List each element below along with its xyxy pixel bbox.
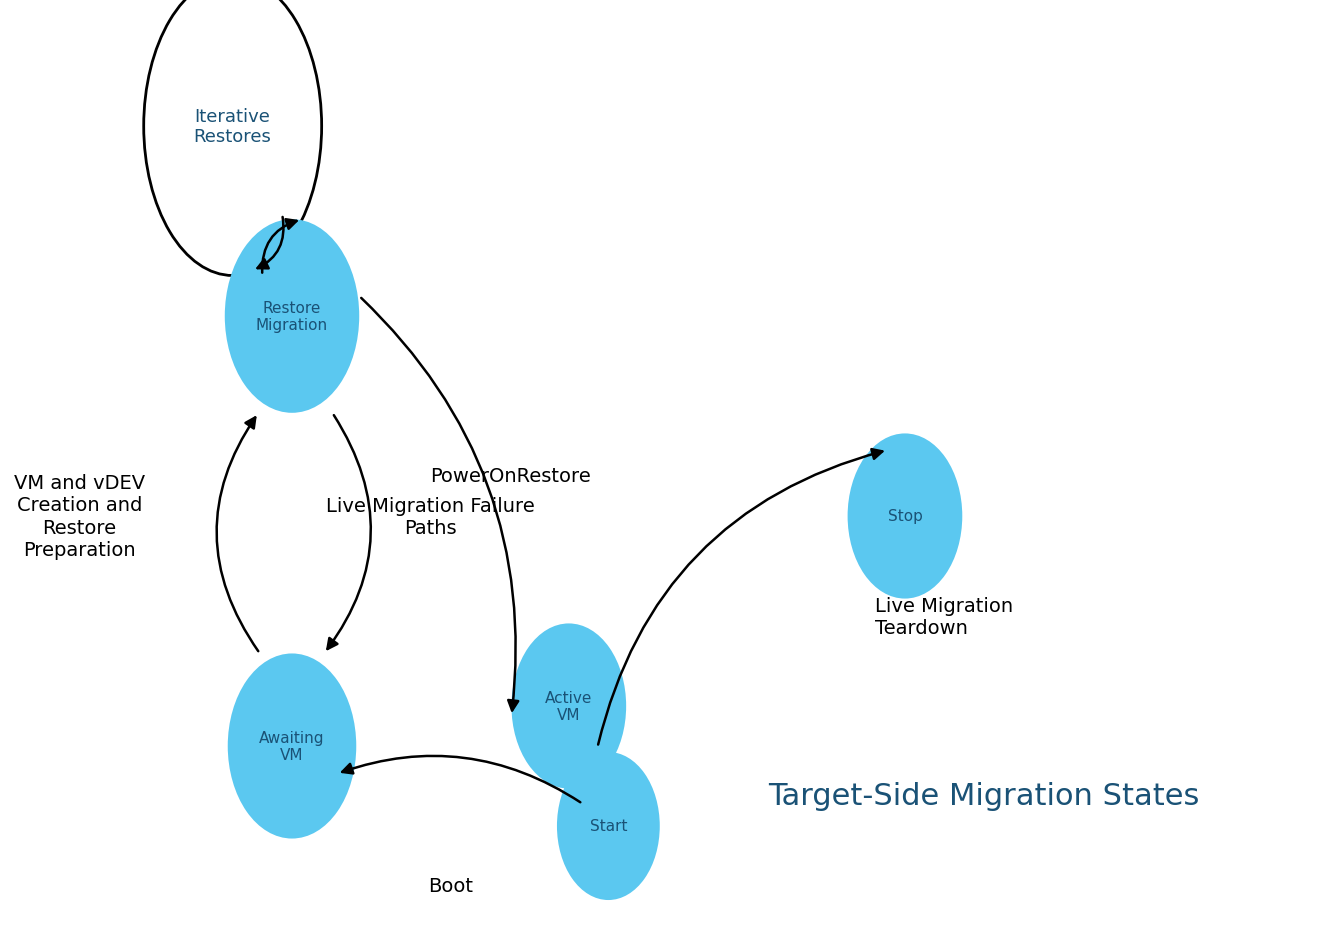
Text: Start: Start (590, 819, 627, 834)
Ellipse shape (228, 653, 356, 839)
Ellipse shape (511, 623, 626, 789)
Text: Awaiting
VM: Awaiting VM (259, 730, 324, 763)
FancyArrowPatch shape (362, 299, 518, 710)
Text: VM and vDEV
Creation and
Restore
Preparation: VM and vDEV Creation and Restore Prepara… (13, 474, 145, 559)
Text: Live Migration Failure
Paths: Live Migration Failure Paths (325, 496, 535, 537)
Text: Restore
Migration: Restore Migration (256, 300, 328, 333)
Text: Stop: Stop (887, 509, 922, 524)
FancyArrowPatch shape (327, 416, 371, 650)
FancyArrowPatch shape (343, 756, 580, 802)
FancyArrowPatch shape (257, 218, 284, 269)
Ellipse shape (558, 753, 660, 900)
Text: PowerOnRestore: PowerOnRestore (431, 467, 591, 486)
Text: Target-Side Migration States: Target-Side Migration States (768, 782, 1199, 811)
Text: Live Migration
Teardown: Live Migration Teardown (875, 596, 1014, 636)
FancyArrowPatch shape (263, 220, 296, 273)
FancyArrowPatch shape (216, 418, 259, 651)
Ellipse shape (847, 434, 962, 599)
Ellipse shape (224, 220, 359, 414)
Text: Boot: Boot (428, 876, 472, 896)
Text: Active
VM: Active VM (546, 690, 592, 723)
Ellipse shape (144, 0, 321, 276)
FancyArrowPatch shape (598, 449, 882, 745)
Text: Iterative
Restores: Iterative Restores (193, 108, 272, 146)
